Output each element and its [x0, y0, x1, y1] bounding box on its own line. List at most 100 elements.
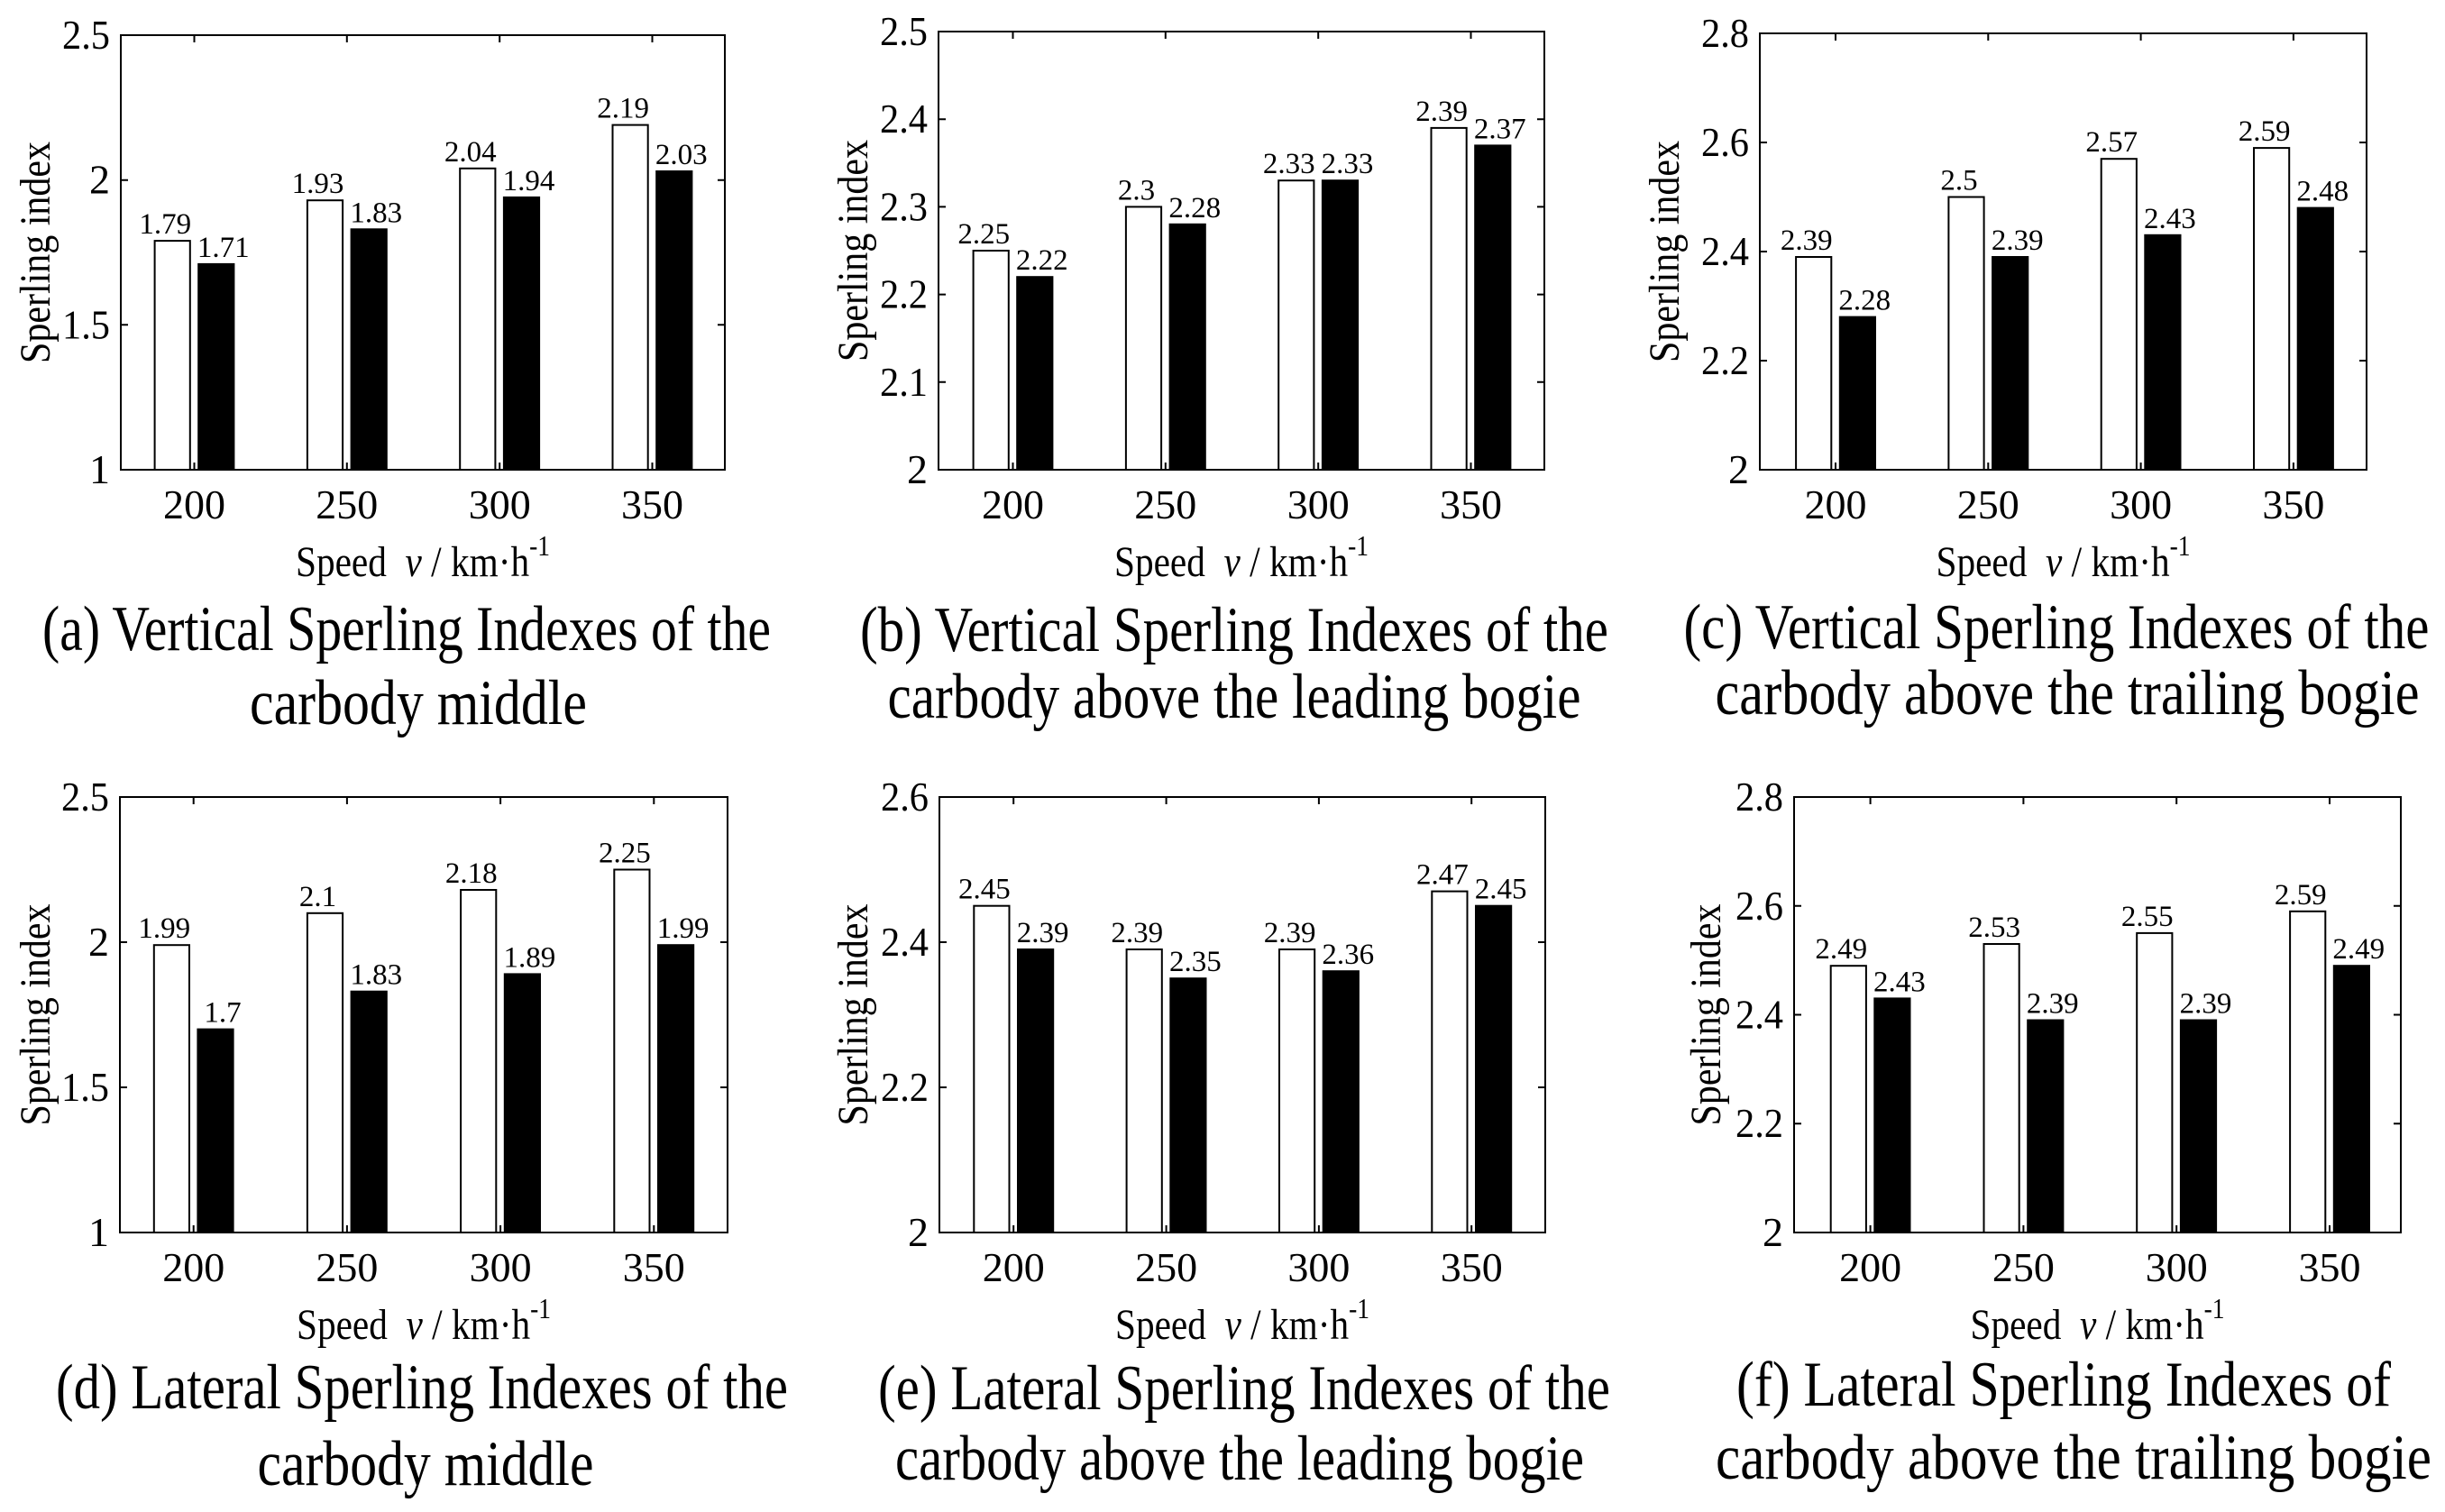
svg-text:250: 250: [316, 481, 378, 527]
svg-text:1.94: 1.94: [503, 165, 555, 197]
svg-text:2.25: 2.25: [599, 838, 651, 870]
svg-text:1.99: 1.99: [657, 912, 710, 945]
svg-text:Speed v / km·h-1: Speed v / km·h-1: [1937, 529, 2191, 586]
svg-text:2: 2: [907, 446, 928, 492]
svg-text:2.49: 2.49: [2332, 933, 2385, 966]
svg-text:200: 200: [1839, 1244, 1901, 1290]
svg-text:1.99: 1.99: [138, 912, 190, 945]
svg-text:350: 350: [623, 1244, 685, 1290]
svg-text:Sperling index: Sperling index: [1641, 141, 1689, 362]
svg-text:2.18: 2.18: [445, 857, 498, 890]
svg-text:2: 2: [89, 157, 110, 203]
svg-text:2: 2: [1763, 1209, 1783, 1255]
svg-text:2.4: 2.4: [1701, 228, 1749, 274]
svg-text:2.5: 2.5: [62, 12, 110, 58]
svg-text:250: 250: [316, 1244, 378, 1290]
svg-text:2.33: 2.33: [1322, 148, 1374, 180]
svg-text:2.53: 2.53: [1968, 912, 2020, 944]
svg-text:2.03: 2.03: [655, 139, 708, 171]
svg-text:(e) Lateral Sperling Indexes o: (e) Lateral Sperling Indexes of the: [878, 1353, 1610, 1424]
svg-text:Sperling index: Sperling index: [12, 142, 60, 363]
svg-text:2.39: 2.39: [1781, 225, 1833, 257]
svg-text:2: 2: [908, 1209, 929, 1255]
svg-text:2.45: 2.45: [958, 874, 1011, 906]
svg-text:1.5: 1.5: [61, 1064, 109, 1110]
svg-text:200: 200: [162, 1244, 224, 1290]
svg-text:250: 250: [1135, 1244, 1197, 1290]
svg-text:(b) Vertical Sperling Indexes: (b) Vertical Sperling Indexes of the: [860, 595, 1608, 665]
svg-text:300: 300: [470, 1244, 532, 1290]
svg-text:1.71: 1.71: [197, 232, 250, 264]
svg-text:(a) Vertical Sperling Indexes: (a) Vertical Sperling Indexes of the: [42, 594, 771, 664]
svg-text:2.39: 2.39: [1415, 96, 1468, 128]
svg-text:carbody above the leading bogi: carbody above the leading bogie: [895, 1424, 1584, 1494]
svg-text:2.59: 2.59: [2239, 115, 2291, 148]
svg-text:2.59: 2.59: [2275, 879, 2327, 912]
svg-text:350: 350: [621, 481, 683, 527]
svg-text:Sperling index: Sperling index: [829, 904, 877, 1126]
svg-text:2.55: 2.55: [2121, 901, 2174, 933]
svg-text:(d) Lateral Sperling Indexes o: (d) Lateral Sperling Indexes of the: [56, 1352, 788, 1423]
svg-text:2.2: 2.2: [1735, 1100, 1783, 1146]
svg-text:carbody above the leading bogi: carbody above the leading bogie: [888, 662, 1581, 732]
svg-text:2.45: 2.45: [1475, 874, 1527, 906]
svg-text:200: 200: [982, 481, 1044, 527]
svg-text:350: 350: [2262, 481, 2324, 527]
svg-text:2.4: 2.4: [1735, 992, 1783, 1038]
svg-text:2.47: 2.47: [1416, 859, 1469, 892]
svg-text:2.4: 2.4: [880, 96, 928, 142]
svg-text:2: 2: [1728, 446, 1749, 492]
svg-text:2.39: 2.39: [2027, 988, 2079, 1021]
svg-text:1.79: 1.79: [139, 208, 191, 241]
svg-text:2.48: 2.48: [2296, 176, 2349, 208]
svg-text:350: 350: [2299, 1244, 2361, 1290]
svg-text:2.5: 2.5: [1940, 165, 1977, 197]
svg-text:2.2: 2.2: [881, 1064, 929, 1110]
svg-text:Speed v / km·h-1: Speed v / km·h-1: [1115, 1292, 1369, 1349]
svg-text:2.1: 2.1: [299, 881, 336, 913]
svg-text:2.3: 2.3: [880, 183, 928, 229]
svg-text:2.1: 2.1: [880, 359, 928, 405]
svg-text:2.6: 2.6: [1735, 883, 1783, 929]
svg-text:200: 200: [983, 1244, 1045, 1290]
svg-text:300: 300: [2110, 481, 2172, 527]
svg-text:300: 300: [1287, 1244, 1350, 1290]
svg-text:2.22: 2.22: [1016, 244, 1068, 277]
svg-text:Sperling index: Sperling index: [1682, 904, 1730, 1126]
svg-text:Speed v / km·h-1: Speed v / km·h-1: [297, 1292, 551, 1349]
svg-text:2.39: 2.39: [1264, 917, 1316, 949]
svg-text:2.39: 2.39: [2180, 988, 2232, 1021]
svg-text:2.25: 2.25: [957, 218, 1010, 251]
svg-text:1: 1: [89, 446, 110, 492]
svg-text:2.3: 2.3: [1118, 174, 1155, 206]
svg-text:2.43: 2.43: [2144, 203, 2196, 235]
svg-text:350: 350: [1440, 481, 1502, 527]
svg-text:Sperling index: Sperling index: [12, 904, 60, 1126]
svg-text:200: 200: [1805, 481, 1867, 527]
svg-text:2.49: 2.49: [1815, 933, 1867, 966]
svg-text:2.5: 2.5: [880, 8, 928, 54]
svg-text:2.5: 2.5: [61, 774, 109, 820]
svg-text:Speed v / km·h-1: Speed v / km·h-1: [296, 529, 550, 586]
svg-text:Speed v / km·h-1: Speed v / km·h-1: [1114, 529, 1369, 586]
svg-text:2.39: 2.39: [1017, 917, 1069, 949]
svg-text:350: 350: [1441, 1244, 1503, 1290]
svg-text:300: 300: [1287, 481, 1350, 527]
svg-text:1.93: 1.93: [292, 168, 344, 200]
svg-text:200: 200: [163, 481, 225, 527]
svg-text:2.35: 2.35: [1169, 946, 1222, 978]
svg-text:1: 1: [88, 1209, 109, 1255]
svg-text:carbody above the trailing bog: carbody above the trailing bogie: [1716, 658, 2420, 729]
svg-text:2.4: 2.4: [881, 919, 929, 965]
svg-text:2.6: 2.6: [1701, 119, 1749, 165]
svg-text:1.89: 1.89: [504, 941, 556, 974]
svg-text:2.8: 2.8: [1735, 774, 1783, 820]
svg-text:carbody middle: carbody middle: [250, 668, 587, 738]
svg-text:250: 250: [1992, 1244, 2055, 1290]
svg-text:1.83: 1.83: [350, 197, 402, 229]
svg-text:2.2: 2.2: [1701, 337, 1749, 383]
svg-text:2.19: 2.19: [597, 93, 649, 125]
svg-text:1.83: 1.83: [350, 959, 402, 992]
svg-text:2.39: 2.39: [1111, 917, 1163, 949]
svg-text:carbody above the trailing bog: carbody above the trailing bogie: [1716, 1423, 2431, 1493]
